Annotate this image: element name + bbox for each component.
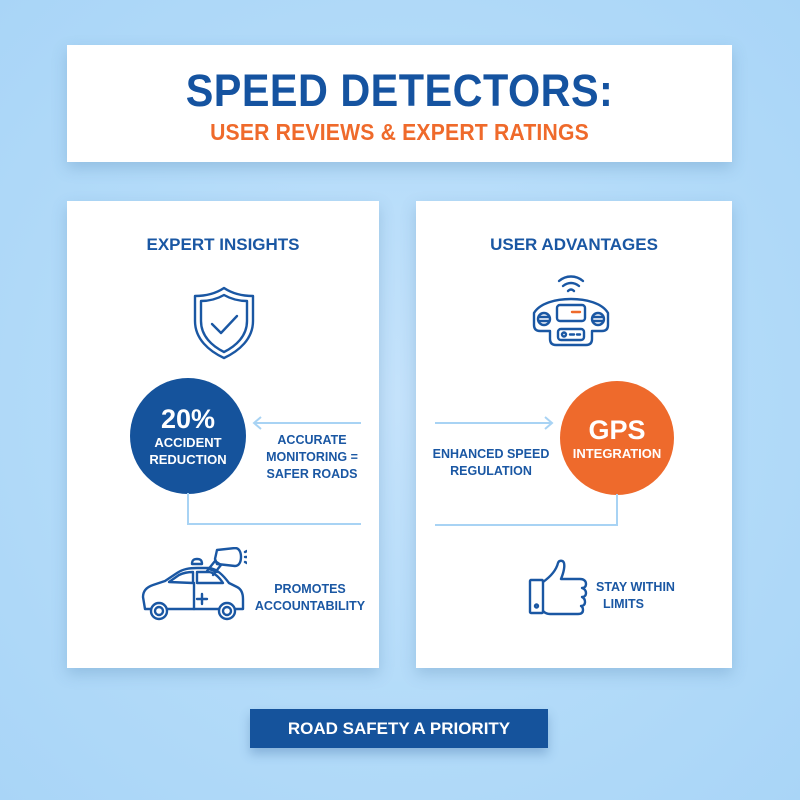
speed-detector-device-icon <box>532 275 610 347</box>
shield-check-icon <box>193 286 255 360</box>
expert-insights-panel: EXPERT INSIGHTS 20% ACCIDENT REDUCTION A… <box>67 201 379 668</box>
police-car-camera-icon <box>141 547 247 621</box>
connector-arrow-line <box>435 422 551 424</box>
accurate-monitoring-note: ACCURATE MONITORING = SAFER ROADS <box>266 433 358 481</box>
page-title: SPEED DETECTORS: <box>185 65 614 116</box>
header-banner: SPEED DETECTORS: USER REVIEWS & EXPERT R… <box>67 45 732 162</box>
promotes-accountability-text: PROMOTES ACCOUNTABILITY <box>254 582 366 613</box>
connector-arrow-line <box>254 422 361 424</box>
stay-within-limits-text: STAY WITHIN LIMITS <box>596 580 675 611</box>
gps-integration-badge: GPS INTEGRATION <box>560 381 674 495</box>
connector-vertical-line <box>616 494 618 526</box>
accident-reduction-stat: 20% ACCIDENT REDUCTION <box>130 378 246 494</box>
thumbs-up-icon <box>528 559 588 616</box>
road-safety-banner: ROAD SAFETY A PRIORITY <box>250 709 548 748</box>
enhanced-speed-regulation-note: ENHANCED SPEED REGULATION <box>432 447 550 478</box>
panel-title-user-advantages: USER ADVANTAGES <box>490 235 658 254</box>
connector-bottom-line <box>187 523 361 525</box>
arrow-left-icon <box>252 416 262 430</box>
panel-title-expert-insights: EXPERT INSIGHTS <box>146 235 300 254</box>
connector-vertical-line <box>187 493 189 525</box>
user-advantages-panel: USER ADVANTAGES GPS INTEGRATION ENHANCED… <box>416 201 732 668</box>
arrow-right-icon <box>544 416 554 430</box>
page-subtitle: USER REVIEWS & EXPERT RATINGS <box>210 119 589 145</box>
connector-bottom-line <box>435 524 618 526</box>
